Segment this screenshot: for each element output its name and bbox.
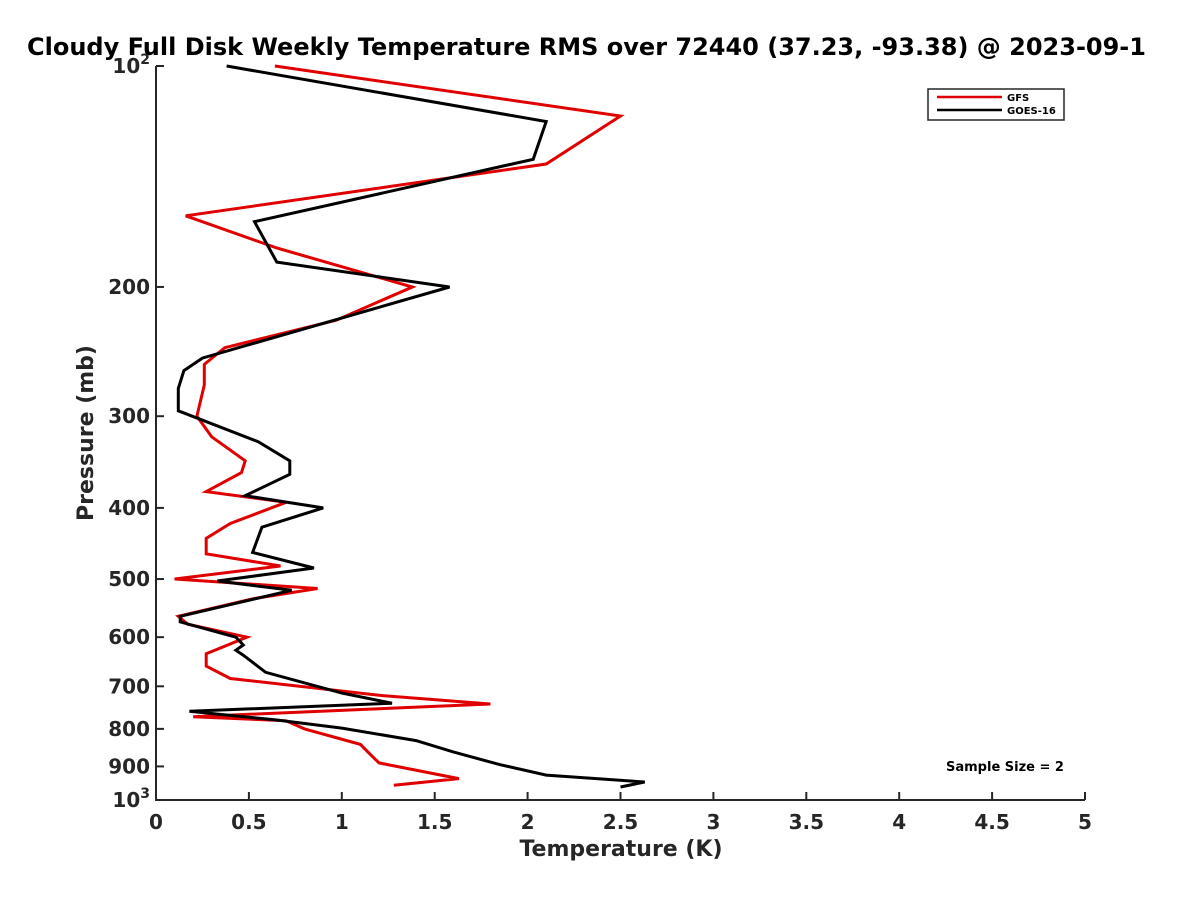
series-line-gfs — [174, 64, 625, 787]
series-lines — [174, 64, 646, 789]
x-axis-label: Temperature (K) — [519, 837, 722, 862]
y-axis-label: Pressure (mb) — [74, 345, 99, 521]
y-tick-label: 700 — [108, 674, 150, 698]
legend-label-goes16: GOES-16 — [1007, 106, 1056, 117]
plot-area: 0 0.5 1 1.5 2 2.5 3 3.5 4 4.5 5 102 200 300 400 500 600… — [108, 52, 1092, 834]
x-tick-label: 4.5 — [974, 810, 1009, 834]
y-tick-label: 800 — [108, 717, 150, 741]
x-ticks: 0 0.5 1 1.5 2 2.5 3 3.5 4 4.5 5 — [149, 792, 1092, 834]
y-tick-label: 600 — [108, 625, 150, 649]
y-tick-label: 102 — [112, 52, 150, 78]
y-tick-label: 300 — [108, 404, 150, 428]
legend-box — [927, 88, 1065, 121]
chart-title: Cloudy Full Disk Weekly Temperature RMS … — [27, 33, 1146, 61]
x-tick-label: 4 — [892, 810, 906, 834]
x-tick-label: 0 — [149, 810, 163, 834]
sample-size-annotation: Sample Size = 2 — [946, 760, 1064, 775]
x-tick-label: 0.5 — [231, 810, 266, 834]
y-tick-label: 500 — [108, 567, 150, 591]
x-tick-label: 1 — [335, 810, 349, 834]
x-tick-label: 2 — [521, 810, 535, 834]
x-tick-label: 1.5 — [417, 810, 452, 834]
x-tick-label: 2.5 — [603, 810, 638, 834]
legend: GFS GOES-16 — [927, 88, 1065, 121]
y-tick-label: 900 — [108, 754, 150, 778]
y-tick-label: 103 — [112, 786, 150, 812]
y-tick-label: 200 — [108, 275, 150, 299]
x-tick-label: 3.5 — [789, 810, 824, 834]
series-line-goes16 — [176, 64, 646, 789]
legend-label-gfs: GFS — [1007, 93, 1029, 104]
x-tick-label: 5 — [1078, 810, 1092, 834]
y-ticks: 102 200 300 400 500 600 700 800 900 103 — [108, 52, 164, 812]
y-tick-label: 400 — [108, 496, 150, 520]
x-tick-label: 3 — [706, 810, 720, 834]
